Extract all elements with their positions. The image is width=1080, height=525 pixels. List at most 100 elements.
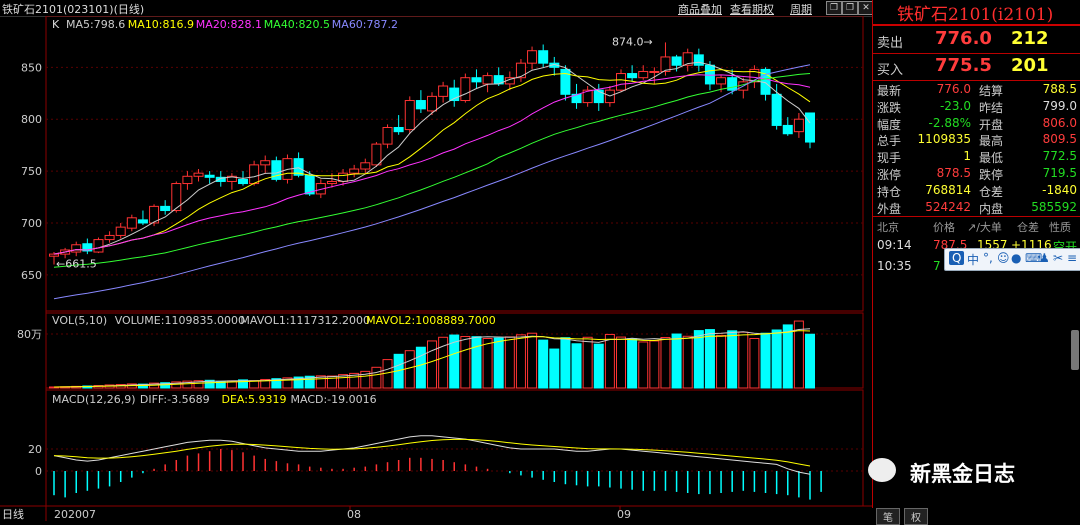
stat-label: 外盘 xyxy=(877,201,902,216)
candle-body xyxy=(771,93,782,126)
volume-bar xyxy=(560,337,571,389)
candle-body xyxy=(415,100,426,110)
volume-bar xyxy=(671,333,682,389)
tab-trades[interactable]: 笔 xyxy=(876,508,900,525)
candle-body xyxy=(82,243,93,252)
volume-bar xyxy=(582,336,593,389)
macd-tick-label: 0 xyxy=(35,465,42,478)
candle-body xyxy=(238,178,248,185)
ma-line-5 xyxy=(53,61,811,255)
stat-value: 788.5 xyxy=(1042,82,1077,96)
bid-row: 买入 775.5 201 xyxy=(873,54,1080,80)
stat-label: 昨结 xyxy=(979,100,1004,115)
candle-body xyxy=(171,183,182,212)
date-label: 202007 xyxy=(54,508,96,521)
stat-label: 涨跌 xyxy=(877,100,902,115)
volume-bar xyxy=(771,329,782,389)
date-label: 08 xyxy=(347,508,361,521)
ime-skin-icon[interactable]: ♟ xyxy=(1039,251,1050,265)
tick-time: 09:14 xyxy=(877,238,912,252)
candle-body xyxy=(660,56,671,72)
tab-rights[interactable]: 权 xyxy=(904,508,928,525)
stat-value: 1109835 xyxy=(917,132,971,147)
restore-button[interactable]: ❐ xyxy=(826,1,842,15)
ime-emoji-icon[interactable]: ☺ xyxy=(997,251,1010,265)
candle-body xyxy=(782,124,793,135)
ime-lang-toggle[interactable]: 中 xyxy=(967,253,980,267)
volume-bar xyxy=(627,338,638,389)
macd-legend-item: MACD:-19.0016 xyxy=(291,393,377,406)
scrollbar-thumb[interactable] xyxy=(1071,330,1079,370)
candle-body xyxy=(215,176,226,182)
candle-body xyxy=(371,143,382,166)
macd-dea-line xyxy=(53,438,811,467)
candle-body xyxy=(793,118,804,133)
vol-legend-item: VOLUME:1109835.0000 xyxy=(115,314,245,327)
restore-button-2[interactable]: ❐ xyxy=(842,1,858,15)
watermark-text: 新黑金日志 xyxy=(910,462,1015,486)
stat-row: 现手 1 最低 772.5 xyxy=(873,148,1080,166)
ask-row: 卖出 776.0 212 xyxy=(873,27,1080,53)
ask-price: 776.0 xyxy=(935,28,992,49)
volume-bar xyxy=(504,336,515,389)
divider xyxy=(873,80,1080,81)
volume-bar xyxy=(349,372,360,389)
ime-logo-icon[interactable]: Q xyxy=(949,251,965,265)
bid-label: 买入 xyxy=(877,63,904,78)
volume-bar xyxy=(193,380,204,389)
stat-value: 719.5 xyxy=(1042,166,1077,180)
ime-voice-icon[interactable]: ● xyxy=(1011,251,1022,265)
high-mark: 874.0→ xyxy=(612,35,653,48)
ime-keyboard-icon[interactable]: ⌨ xyxy=(1025,251,1043,265)
stat-row: 外盘 524242 内盘 585592 xyxy=(873,199,1080,216)
candle-body xyxy=(93,239,104,253)
candle-body xyxy=(293,158,304,176)
bottom-tabs: 笔 权 xyxy=(872,508,1080,525)
ma-legend-item: MA20:828.1 xyxy=(196,18,262,31)
volume-bar xyxy=(805,333,815,389)
ask-volume: 212 xyxy=(1011,28,1049,49)
ma-line-10 xyxy=(53,69,811,255)
candle-body xyxy=(716,77,727,85)
candle-body xyxy=(349,168,360,174)
ime-menu-icon[interactable]: ≡ xyxy=(1067,251,1078,265)
tick-col-price: 价格 xyxy=(933,221,955,234)
candle-body xyxy=(404,100,415,131)
ime-punct-icon[interactable]: °, xyxy=(983,251,993,265)
candle-body xyxy=(460,77,471,102)
period-link[interactable]: 周期 xyxy=(790,3,812,16)
candle-body xyxy=(193,172,204,177)
candle-body xyxy=(393,127,404,133)
kline-chart[interactable]: 850 800 750 700 650 874.0→ ←661.5 K MA5:798.6 MA1… xyxy=(0,16,872,521)
stat-value: 768814 xyxy=(925,182,971,197)
volume-bar xyxy=(793,320,804,389)
title-bar: 铁矿石2101(023101)(日线) 商品叠加 查看期权 周期 ❐ ❐ ✕ xyxy=(0,0,874,17)
stat-value: 878.5 xyxy=(936,166,971,180)
stat-label: 幅度 xyxy=(877,117,902,132)
overlay-link[interactable]: 商品叠加 xyxy=(678,3,722,16)
volume-bar xyxy=(782,324,793,389)
ime-tools-icon[interactable]: ✂ xyxy=(1053,251,1064,265)
volume-bar xyxy=(604,333,615,389)
stat-value: 1 xyxy=(963,149,971,164)
candle-body xyxy=(704,64,715,85)
volume-bar xyxy=(238,379,248,389)
options-link[interactable]: 查看期权 xyxy=(730,3,774,16)
contract-name-bar: 铁矿石2101(i2101) xyxy=(873,0,1080,26)
candle-body xyxy=(538,50,549,64)
stat-label: 现手 xyxy=(877,151,902,166)
macd-legend-item: DEA:5.9319 xyxy=(222,393,287,406)
ime-toolbar[interactable]: Q 中 °, ☺ ● ⌨ ♟ ✂ ≡ xyxy=(944,248,1080,271)
stat-value: 799.0 xyxy=(1042,98,1077,113)
ma-lines xyxy=(53,61,811,300)
candle-body xyxy=(382,127,393,145)
ma-legend-label: K xyxy=(52,18,60,31)
contract-name: 铁矿石2101(i2101) xyxy=(897,5,1054,25)
watermark: 新黑金日志 xyxy=(860,452,1060,492)
macd-panel xyxy=(53,435,822,500)
ask-label: 卖出 xyxy=(877,36,904,51)
stat-label: 持仓 xyxy=(877,184,902,199)
volume-bar xyxy=(338,374,349,389)
axis-labels: 850 800 750 700 650 874.0→ ←661.5 K MA5:798.6 MA1… xyxy=(2,18,653,521)
stat-label: 开盘 xyxy=(979,117,1004,132)
